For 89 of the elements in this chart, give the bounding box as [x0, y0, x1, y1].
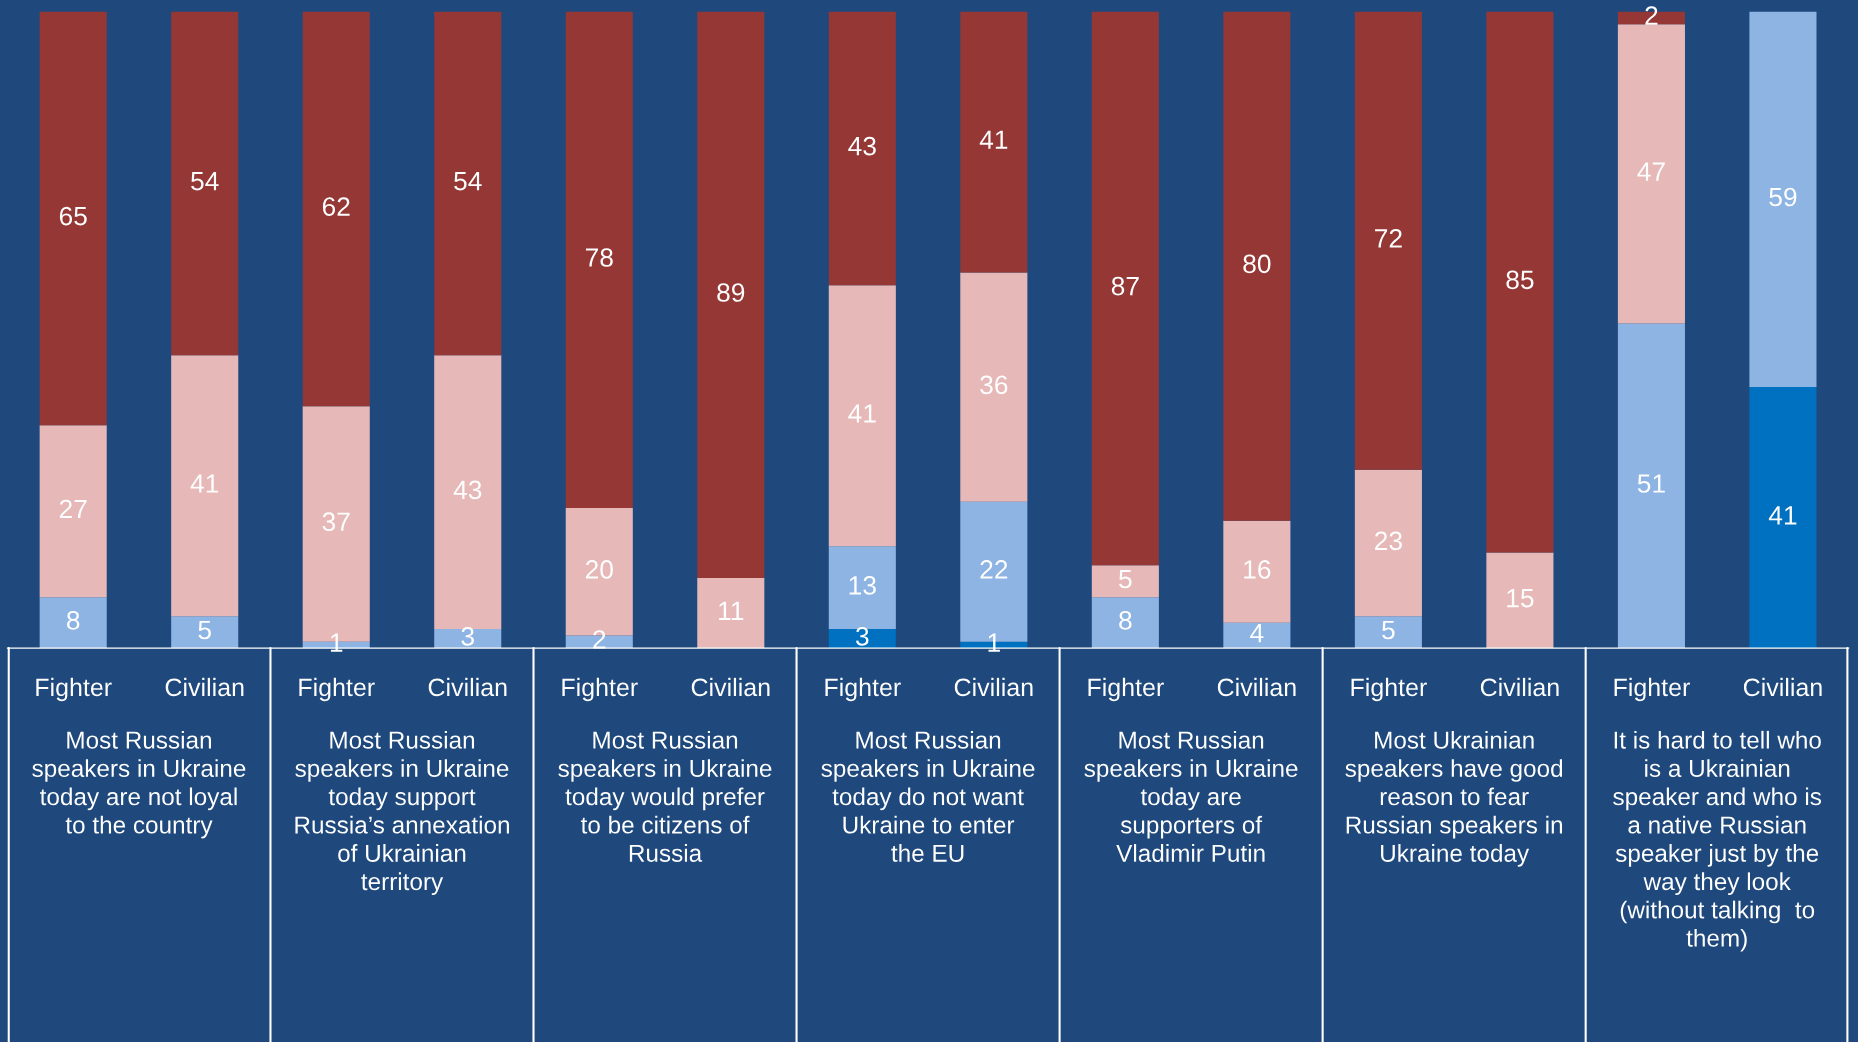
data-label: 41 [848, 404, 876, 423]
data-label: 41 [190, 474, 219, 493]
x-tick-label: Civilian [1217, 677, 1296, 697]
bar [697, 11, 765, 579]
x-tick-label: Fighter [36, 677, 112, 702]
data-label: 5 [1382, 620, 1395, 640]
data-label: 65 [59, 206, 87, 226]
x-tick-label: Civilian [1743, 677, 1822, 697]
bar [1354, 11, 1422, 470]
x-tick-label: Civilian [1480, 677, 1559, 697]
data-label: 37 [322, 512, 350, 532]
data-label: 51 [1637, 474, 1665, 493]
bar [1617, 323, 1685, 649]
data-label: 8 [67, 611, 80, 630]
bar [1749, 11, 1817, 388]
bar [697, 578, 765, 649]
data-label: 85 [1506, 270, 1534, 290]
bar [1354, 616, 1422, 649]
data-label: 87 [1111, 276, 1139, 296]
bar [1091, 597, 1159, 649]
data-label: 4 [1250, 624, 1264, 643]
bar [1486, 552, 1554, 649]
bar [171, 355, 239, 617]
bar [1617, 24, 1685, 324]
data-label: 3 [461, 626, 474, 646]
data-label: 62 [322, 197, 350, 216]
data-label: 27 [59, 499, 87, 519]
data-label: 54 [191, 172, 219, 191]
bar [1486, 11, 1554, 553]
text: Most Russian speakers in Ukraine today are not loyal to the country [32, 730, 246, 839]
bar [1223, 520, 1291, 623]
data-label: 15 [1507, 589, 1534, 608]
x-tick-label: Civilian [165, 677, 244, 697]
bar [39, 11, 107, 426]
bar [960, 272, 1028, 502]
bar [960, 11, 1028, 273]
bar [1354, 469, 1422, 617]
x-tick-label: Fighter [825, 677, 901, 702]
bar [1091, 565, 1159, 598]
data-label: 16 [1244, 560, 1271, 579]
x-tick-label: Fighter [1614, 677, 1690, 702]
data-label: 11 [719, 601, 744, 620]
text: Most Ukrainian speakers have good reason to fear Russian speakers in Ukraine today [1345, 730, 1563, 867]
data-label: 8 [1119, 611, 1132, 630]
x-tick-label: Civilian [428, 677, 507, 697]
data-label: 89 [717, 283, 745, 302]
bar [565, 11, 633, 509]
bar [39, 425, 107, 598]
x-tick-label: Fighter [562, 677, 638, 702]
bar [1223, 11, 1291, 521]
data-label: 2 [1645, 6, 1658, 25]
x-tick-label: Fighter [299, 677, 375, 702]
data-label: 43 [848, 136, 876, 156]
x-tick-label: Civilian [691, 677, 770, 697]
data-label: 41 [979, 130, 1008, 149]
x-tick-label: Fighter [1351, 677, 1427, 702]
data-label: 22 [980, 560, 1008, 579]
bar [828, 11, 896, 286]
data-label: 54 [454, 172, 482, 191]
data-label: 5 [1119, 569, 1132, 589]
data-label: 20 [585, 560, 613, 579]
data-label: 80 [1243, 254, 1271, 274]
data-label: 36 [980, 375, 1008, 395]
data-label: 2 [593, 630, 606, 649]
data-label: 59 [1769, 187, 1797, 207]
data-label: 3 [855, 626, 869, 646]
bar [39, 597, 107, 649]
bar [171, 11, 239, 356]
bar [434, 11, 502, 356]
text: Most Russian speakers in Ukraine today are supporters of Vladimir Putin [1084, 730, 1298, 862]
x-tick-label: Civilian [954, 677, 1033, 697]
data-label: 43 [453, 480, 482, 500]
data-label: 5 [198, 620, 211, 640]
bar [302, 11, 370, 407]
bar [828, 285, 896, 547]
data-label: 72 [1375, 229, 1402, 248]
text: Most Russian speakers in Ukraine today would prefer to be citizens of Russia [558, 730, 772, 862]
text: Most Russian speakers in Ukraine today support Russia’s annexation of Ukrainian territory [295, 730, 509, 896]
text: Most Russian speakers in Ukraine today do not want Ukraine to enter the EU [821, 730, 1035, 862]
bar [1749, 387, 1817, 649]
bar [1091, 11, 1159, 566]
bar [171, 616, 239, 649]
data-label: 47 [1637, 162, 1665, 181]
data-label: 23 [1375, 531, 1402, 551]
data-label: 41 [1768, 506, 1797, 525]
x-tick-label: Fighter [1088, 677, 1164, 702]
data-label: 78 [585, 248, 613, 267]
text: It is hard to tell who is a Ukrainian speaker and who is a native Russian speaker just by the way they look (without talking to them) [1613, 730, 1822, 952]
data-label: 13 [849, 576, 876, 595]
